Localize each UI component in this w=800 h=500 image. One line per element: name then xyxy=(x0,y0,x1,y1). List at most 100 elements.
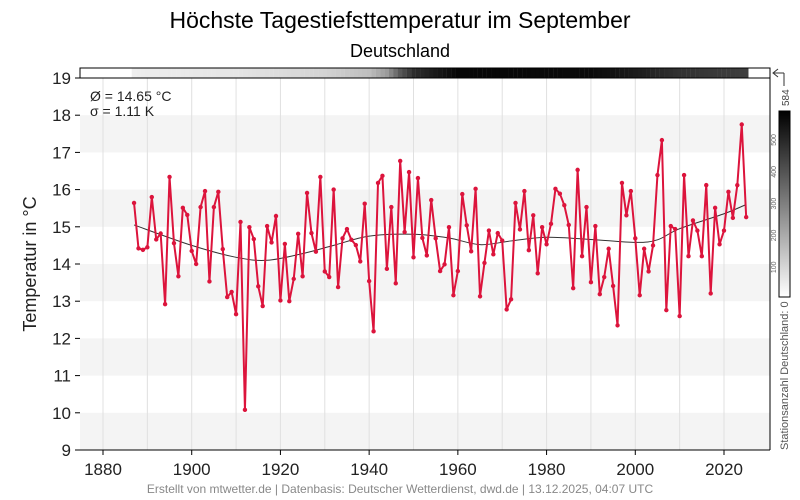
data-point xyxy=(584,204,589,210)
data-point xyxy=(362,201,367,206)
data-point xyxy=(575,167,580,173)
station-count-cell xyxy=(459,68,465,78)
data-point xyxy=(154,237,159,242)
data-point xyxy=(358,259,363,264)
station-count-cell xyxy=(597,68,603,78)
data-point xyxy=(460,191,465,197)
colorbar-max-label: 584 xyxy=(781,89,792,106)
station-count-cell xyxy=(167,68,172,78)
station-count-cell xyxy=(650,68,656,78)
data-point xyxy=(646,269,651,274)
station-count-cell xyxy=(499,68,505,78)
station-count-cell xyxy=(575,68,580,78)
data-point xyxy=(508,297,514,302)
station-count-cell xyxy=(570,68,576,78)
station-count-cell xyxy=(526,68,532,78)
station-count-cell xyxy=(269,68,274,78)
station-count-cell xyxy=(468,68,474,78)
station-count-cell xyxy=(544,68,549,78)
station-count-cell xyxy=(304,68,310,78)
station-count-cell xyxy=(322,68,328,78)
data-point xyxy=(606,246,611,251)
station-count-cell xyxy=(238,68,243,78)
station-count-cell xyxy=(495,68,501,78)
data-point xyxy=(442,262,447,267)
station-count-cell xyxy=(180,68,186,78)
data-point xyxy=(491,252,496,257)
station-count-cell xyxy=(145,68,150,78)
station-count-cell xyxy=(655,68,660,78)
station-count-cell xyxy=(224,68,230,78)
x-tick-label: 1920 xyxy=(262,460,300,479)
y-tick-label: 15 xyxy=(52,218,71,237)
data-point xyxy=(615,323,620,328)
station-count-cell xyxy=(193,68,199,78)
station-count-cell xyxy=(318,68,323,78)
station-count-cell xyxy=(730,68,736,78)
station-count-cell xyxy=(300,68,305,78)
station-count-cell xyxy=(335,68,341,78)
data-point xyxy=(251,236,257,242)
data-point xyxy=(406,169,412,175)
data-point xyxy=(247,224,252,230)
data-point xyxy=(717,242,722,247)
station-count-cell xyxy=(353,68,359,78)
data-point xyxy=(393,281,398,286)
data-point xyxy=(225,294,230,300)
station-count-cell xyxy=(384,68,390,78)
data-point xyxy=(504,307,509,312)
station-count-cell xyxy=(482,68,487,78)
data-point xyxy=(145,245,150,250)
station-count-cell xyxy=(202,68,208,78)
y-tick-label: 13 xyxy=(52,292,71,311)
data-point xyxy=(366,278,372,284)
station-count-cell xyxy=(158,68,163,78)
station-count-cell xyxy=(437,68,443,78)
data-point xyxy=(553,186,558,192)
data-point xyxy=(446,224,452,230)
station-count-cell xyxy=(247,68,252,78)
data-point xyxy=(380,173,385,179)
data-point xyxy=(207,279,212,284)
data-point xyxy=(260,303,265,309)
station-count-cell xyxy=(389,68,394,78)
data-point xyxy=(340,236,345,241)
station-count-cell xyxy=(255,68,261,78)
data-point xyxy=(349,237,354,243)
data-point xyxy=(655,172,660,178)
data-point xyxy=(495,230,500,236)
station-count-cell xyxy=(557,68,563,78)
data-point xyxy=(659,137,665,143)
station-count-cell xyxy=(162,68,168,78)
y-tick-label: 9 xyxy=(62,441,71,460)
data-point xyxy=(371,329,376,334)
data-point xyxy=(136,246,141,251)
data-point xyxy=(176,274,181,279)
data-point xyxy=(264,223,270,229)
data-point xyxy=(411,255,416,260)
station-count-cell xyxy=(411,68,416,78)
station-count-cell xyxy=(340,68,345,78)
data-point xyxy=(562,203,567,208)
data-point xyxy=(668,223,673,229)
data-point xyxy=(570,285,576,291)
y-tick-label: 19 xyxy=(52,69,71,88)
x-tick-label: 2020 xyxy=(705,460,743,479)
station-count-cell xyxy=(189,68,195,78)
data-point xyxy=(167,174,172,180)
station-count-cell xyxy=(566,68,572,78)
station-count-cell xyxy=(442,68,447,78)
data-point xyxy=(162,301,168,307)
data-point xyxy=(455,268,461,274)
station-count-cell xyxy=(584,68,589,78)
data-point xyxy=(477,294,483,299)
station-count-cell xyxy=(451,68,456,78)
data-point xyxy=(220,246,225,252)
data-point xyxy=(690,218,696,223)
data-point xyxy=(464,223,469,228)
data-point xyxy=(389,204,394,210)
station-count-cell xyxy=(588,68,594,78)
station-count-cell xyxy=(637,68,643,78)
station-count-cell xyxy=(699,68,705,78)
data-point xyxy=(633,236,638,241)
